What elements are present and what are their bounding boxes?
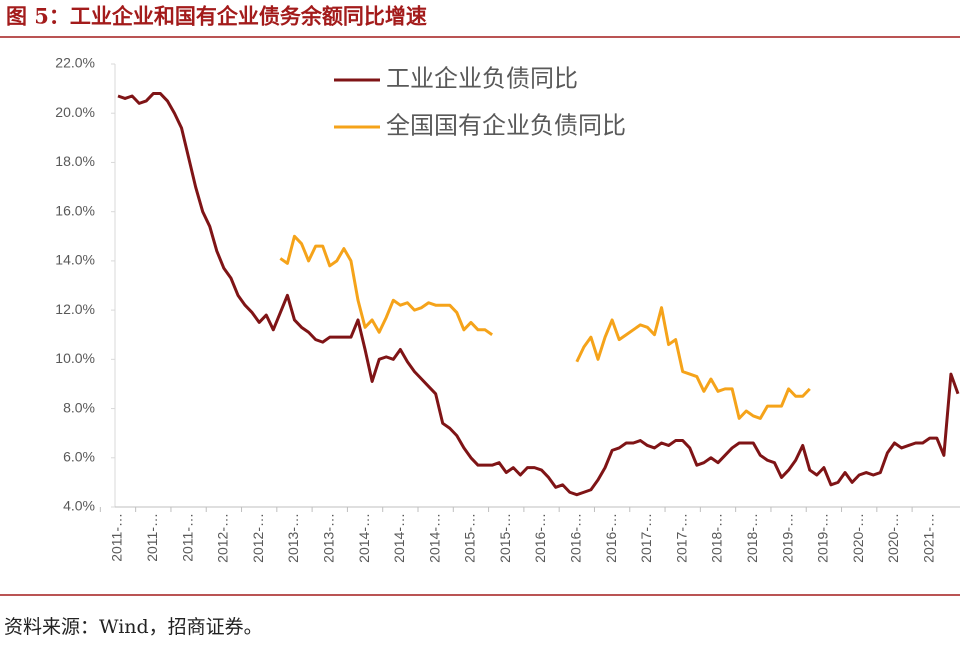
x-tick-label: 2020-… [850, 513, 866, 563]
x-tick-label: 2019-… [779, 513, 795, 563]
x-tick-label: 2018-… [709, 513, 725, 563]
y-tick-label: 8.0% [63, 399, 95, 415]
series-line [279, 234, 811, 420]
x-tick-label: 2014-… [356, 513, 372, 563]
x-tick-label: 2011-… [179, 513, 195, 562]
x-tick-label: 2015-… [462, 513, 478, 563]
x-tick-label: 2016-… [603, 513, 619, 563]
y-tick-label: 20.0% [55, 104, 95, 120]
x-tick-label: 2013-… [285, 513, 301, 563]
x-tick-label: 2015-… [497, 513, 513, 563]
x-tick-label: 2017-… [673, 513, 689, 563]
y-tick-label: 12.0% [55, 301, 95, 317]
x-tick-label: 2012-… [215, 513, 231, 563]
x-tick-label: 2017-… [638, 513, 654, 563]
x-tick-label: 2013-… [320, 513, 336, 563]
x-tick-label: 2014-… [426, 513, 442, 563]
y-tick-label: 10.0% [55, 350, 95, 366]
x-tick-label: 2021-… [920, 513, 936, 563]
x-tick-label: 2011-… [144, 513, 160, 562]
legend-label: 全国国有企业负债同比 [386, 112, 626, 140]
x-tick-label: 2016-… [532, 513, 548, 563]
y-tick-label: 4.0% [63, 498, 95, 514]
x-tick-label: 2018-… [744, 513, 760, 563]
x-tick-label: 2020-… [885, 513, 901, 563]
y-tick-label: 16.0% [55, 202, 95, 218]
y-tick-label: 22.0% [55, 55, 95, 71]
legend-label: 工业企业负债同比 [386, 65, 578, 93]
y-tick-label: 18.0% [55, 153, 95, 169]
x-tick-label: 2019-… [815, 513, 831, 563]
series-line [117, 92, 960, 497]
x-tick-label: 2014-… [391, 513, 407, 563]
chart-title: 图 5：工业企业和国有企业债务余额同比增速 [6, 4, 427, 29]
x-tick-label: 2011-… [109, 513, 125, 562]
y-tick-label: 14.0% [55, 252, 95, 268]
y-tick-label: 6.0% [63, 448, 95, 464]
source-note: 资料来源：Wind，招商证券。 [4, 616, 263, 638]
x-tick-label: 2012-… [250, 513, 266, 563]
x-tick-label: 2016-… [568, 513, 584, 563]
